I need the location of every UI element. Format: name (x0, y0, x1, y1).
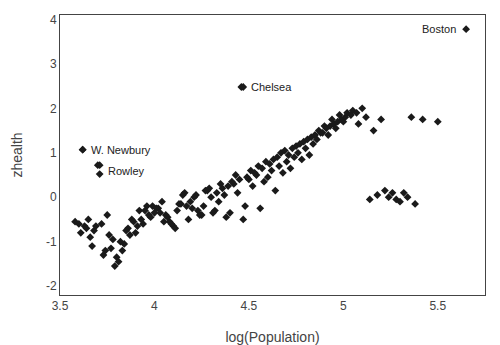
svg-text:-1: -1 (46, 235, 57, 249)
svg-text:log(Population): log(Population) (225, 329, 319, 345)
svg-text:W. Newbury: W. Newbury (91, 144, 151, 156)
svg-text:Rowley: Rowley (108, 165, 145, 177)
svg-text:2: 2 (50, 102, 57, 116)
svg-text:4.5: 4.5 (241, 299, 258, 313)
svg-text:5: 5 (340, 299, 347, 313)
svg-text:1: 1 (50, 146, 57, 160)
svg-text:3: 3 (50, 57, 57, 71)
svg-text:0: 0 (50, 190, 57, 204)
svg-text:4: 4 (50, 13, 57, 27)
svg-text:Chelsea: Chelsea (251, 81, 292, 93)
svg-text:Boston: Boston (422, 23, 456, 35)
svg-text:3.5: 3.5 (52, 299, 69, 313)
svg-text:5.5: 5.5 (429, 299, 446, 313)
svg-text:4: 4 (151, 299, 158, 313)
svg-text:-2: -2 (46, 279, 57, 293)
svg-text:zhealth: zhealth (9, 132, 25, 177)
